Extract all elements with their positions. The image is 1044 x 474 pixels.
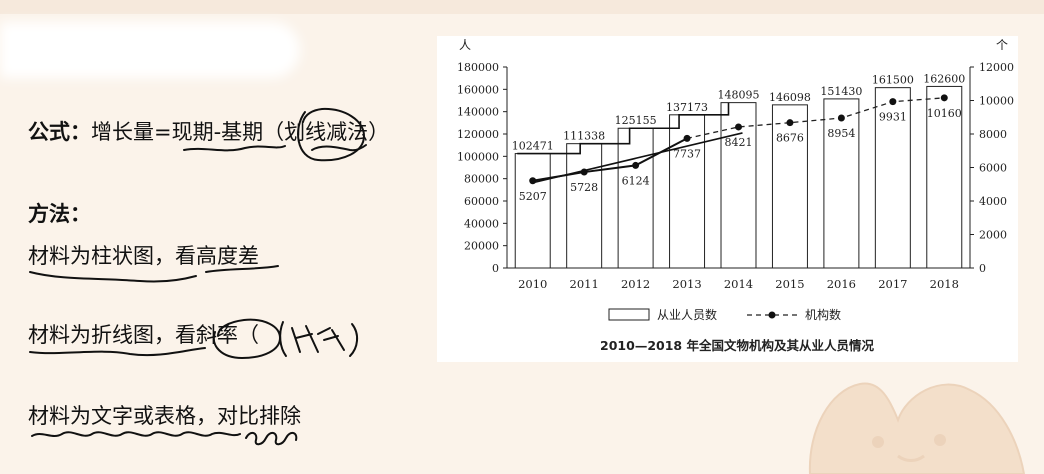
scribble-word (291, 325, 345, 353)
x-tick-label: 2014 (724, 277, 753, 291)
x-tick-label: 2015 (775, 277, 804, 291)
underline-method2 (29, 347, 206, 357)
x-tick-label: 2011 (570, 277, 599, 291)
formula-line: 公式：增长量=现期-基期（划线减法） (28, 120, 389, 144)
bar (823, 98, 860, 269)
bar-label: 102471 (512, 140, 554, 153)
method-bar-chart: 材料为柱状图，看高度差 (28, 244, 259, 268)
bar-label: 151430 (820, 85, 862, 98)
right-tick-label: 8000 (979, 128, 1007, 141)
formula-label: 公式： (28, 120, 91, 144)
underline-formula (183, 145, 286, 152)
bar (926, 85, 963, 269)
mascot-illustration (808, 382, 1026, 474)
left-tick-label: 60000 (464, 195, 499, 208)
left-tick-label: 80000 (464, 173, 499, 186)
line-label: 9931 (879, 111, 907, 124)
right-tick-label: 2000 (979, 229, 1007, 242)
scribble-close (349, 323, 358, 357)
handwritten-solid-trend (532, 137, 688, 182)
formula-text: 增长量=现期-基期（划线减法） (91, 120, 390, 144)
legend-bar-swatch (608, 308, 650, 321)
right-tick-label: 0 (979, 262, 986, 275)
line-label: 5728 (570, 181, 598, 194)
line-point (735, 123, 742, 131)
x-tick-label: 2016 (827, 277, 856, 291)
right-tick-label: 4000 (979, 195, 1007, 208)
bar-line-chart: 0200004000060000800001000001200001400001… (457, 38, 1014, 353)
squiggle-in-circle (311, 144, 367, 152)
bar-label: 111338 (563, 130, 605, 143)
loops-underline (245, 432, 298, 446)
bar (514, 153, 551, 269)
line-label: 8676 (776, 132, 804, 145)
line-point (889, 98, 897, 106)
line-point (940, 94, 948, 102)
right-tick-label: 6000 (979, 162, 1007, 175)
left-tick-label: 0 (492, 262, 499, 275)
method-line-chart: 材料为折线图，看斜率（ (28, 323, 259, 347)
wavy-underline-method3 (31, 431, 241, 437)
legend-line-label: 机构数 (805, 307, 841, 322)
chart-card: 0 20000 40000 60000 80000 100000 120000 140000 1… (437, 36, 1018, 362)
bar-label: 148095 (718, 89, 760, 102)
left-axis-unit: 人 (459, 38, 471, 52)
bar (617, 127, 654, 269)
line-point (837, 114, 845, 122)
bar-label: 137173 (666, 101, 708, 114)
blurred-region (0, 22, 300, 78)
right-tick-label: 12000 (979, 61, 1014, 74)
x-tick-label: 2013 (672, 277, 701, 291)
x-tick-label: 2017 (878, 277, 907, 291)
line-label: 6124 (622, 174, 650, 187)
bar (874, 87, 911, 269)
line-label: 7737 (673, 147, 701, 160)
bar-label: 125155 (615, 114, 657, 127)
underline-method1 (29, 271, 197, 283)
right-axis-unit: 个 (996, 38, 1008, 52)
line-point (786, 119, 794, 127)
bar-label: 161500 (872, 74, 914, 87)
machine-count-line (532, 97, 945, 182)
handwritten-slope-line (532, 132, 743, 184)
line-label: 8954 (827, 127, 855, 140)
bar-label: 162600 (923, 72, 965, 85)
method-text-table: 材料为文字或表格，对比排除 (28, 404, 301, 428)
left-tick-label: 100000 (457, 150, 499, 163)
bar (566, 143, 603, 269)
x-tick-label: 2018 (930, 277, 959, 291)
bar-label: 146098 (769, 91, 811, 104)
left-tick-label: 160000 (457, 83, 499, 96)
top-strip (0, 0, 1044, 14)
left-tick-label: 140000 (457, 106, 499, 119)
legend-line-marker (768, 311, 776, 319)
bar (771, 104, 808, 269)
right-tick-label: 10000 (979, 95, 1014, 108)
scribble-bracket (279, 321, 287, 357)
line-label: 5207 (519, 190, 547, 203)
legend-bar-label: 从业人员数 (657, 307, 717, 322)
left-tick-label: 20000 (464, 240, 499, 253)
x-tick-label: 2010 (518, 277, 547, 291)
chart-title: 2010—2018 年全国文物机构及其从业人员情况 (600, 338, 874, 353)
left-tick-label: 120000 (457, 128, 499, 141)
line-label: 10160 (927, 107, 962, 120)
line-label: 8421 (725, 136, 753, 149)
x-tick-label: 2012 (621, 277, 650, 291)
left-tick-label: 180000 (457, 61, 499, 74)
handwritten-step-marks (517, 102, 730, 155)
left-tick-label: 40000 (464, 217, 499, 230)
method-title: 方法： (28, 202, 91, 226)
